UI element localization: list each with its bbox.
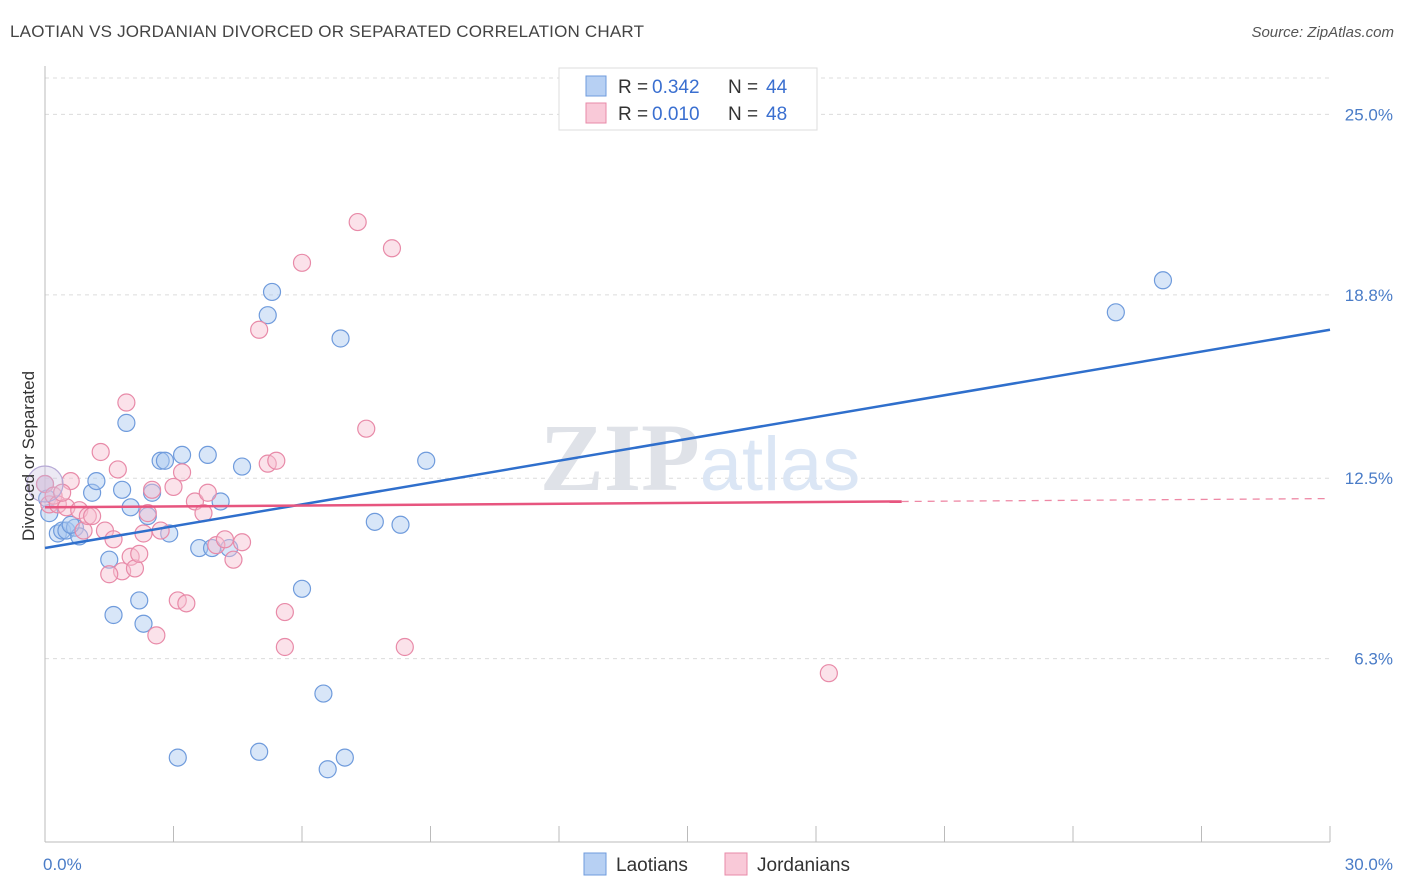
tick-labels: 6.3% 12.5% 18.8% 25.0% 0.0% 30.0% [43, 105, 1393, 874]
stats-swatch-jordanians [585, 102, 607, 124]
point-laotians-33 [314, 684, 333, 703]
point-jordanians-21 [147, 626, 166, 645]
y-axis-title: Divorced or Separated [19, 371, 38, 541]
point-jordanians-10 [91, 442, 110, 462]
point-jordanians-20 [142, 480, 162, 499]
point-laotians-35 [331, 329, 350, 348]
point-laotians-30 [258, 306, 277, 325]
point-laotians-28 [232, 457, 252, 476]
point-laotians-15 [134, 614, 153, 633]
point-jordanians-15 [117, 393, 136, 412]
point-jordanians-28 [198, 483, 217, 502]
point-jordanians-7 [74, 521, 93, 540]
stats-legend: R = 0.342 N = 44 R = 0.010 N = 48 [558, 67, 818, 131]
legend-label-laotians[interactable]: Laotians [616, 855, 688, 876]
point-laotians-9 [100, 550, 119, 569]
point-laotians-12 [117, 413, 136, 432]
stats-r-label-laotians: R = [618, 77, 648, 98]
trend-line-extension-jordanians [901, 497, 1331, 503]
point-jordanians-39 [357, 419, 376, 438]
point-laotians-22 [172, 445, 192, 465]
point-jordanians-40 [382, 239, 402, 258]
point-jordanians-34 [267, 451, 286, 470]
point-jordanians-47 [232, 533, 252, 552]
point-laotians-24 [198, 445, 217, 465]
point-laotians-14 [130, 591, 149, 610]
stats-n-label-jordanians: N = [728, 104, 758, 125]
axes [44, 66, 1331, 843]
point-jordanians-13 [108, 460, 127, 479]
point-jordanians-9 [83, 506, 102, 526]
point-laotians-8 [87, 472, 106, 491]
point-laotians-11 [112, 480, 132, 499]
point-laotians-23 [190, 538, 209, 558]
series-legend: Laotians Jordanians [583, 852, 850, 876]
point-laotians-41 [1153, 271, 1173, 290]
point-laotians-18 [151, 451, 170, 470]
trend-line-laotians [44, 328, 1331, 550]
watermark-zip: ZIP [540, 404, 700, 511]
y-tick-label-0: 6.3% [1354, 650, 1393, 669]
grid-lines [45, 77, 1330, 660]
point-jordanians-31 [224, 550, 243, 569]
stats-n-label-laotians: N = [728, 77, 758, 98]
stats-r-label-jordanians: R = [618, 104, 648, 125]
y-tick-label-3: 25.0% [1345, 105, 1393, 124]
point-laotians-32 [292, 579, 312, 598]
point-jordanians-44 [100, 565, 119, 584]
point-jordanians-19 [138, 504, 157, 523]
point-laotians-36 [335, 748, 354, 767]
stats-r-value-laotians: 0.342 [652, 77, 700, 98]
stats-n-value-jordanians: 48 [766, 104, 787, 125]
point-laotians-29 [250, 742, 269, 761]
point-jordanians-24 [172, 463, 192, 482]
point-laotians-10 [104, 605, 123, 625]
point-laotians-31 [262, 282, 282, 302]
trend-lines [44, 328, 1331, 550]
watermark: ZIPatlas [540, 404, 861, 511]
point-jordanians-36 [275, 637, 294, 657]
point-jordanians-41 [395, 637, 414, 657]
chart-title: LAOTIAN VS JORDANIAN DIVORCED OR SEPARAT… [10, 22, 645, 41]
point-laotians-21 [168, 748, 187, 767]
point-laotians-34 [318, 760, 337, 779]
stats-swatch-laotians [585, 75, 607, 97]
point-jordanians-17 [125, 559, 145, 578]
watermark-atlas: atlas [700, 422, 861, 507]
legend-label-jordanians[interactable]: Jordanians [757, 855, 850, 876]
point-jordanians-12 [104, 530, 123, 549]
point-laotians-40 [1106, 303, 1125, 322]
point-jordanians-45 [130, 544, 149, 563]
x-tick-label-1: 30.0% [1345, 855, 1393, 874]
point-jordanians-46 [164, 477, 183, 497]
x-tick-label-0: 0.0% [43, 855, 82, 874]
point-jordanians-38 [348, 212, 367, 232]
point-laotians-7 [83, 483, 102, 502]
point-jordanians-30 [215, 530, 234, 549]
point-jordanians-25 [177, 594, 196, 613]
legend-swatch-jordanians[interactable] [724, 852, 748, 876]
point-jordanians-32 [250, 320, 269, 339]
stats-n-value-laotians: 44 [766, 77, 788, 98]
trend-line-jordanians [44, 500, 902, 509]
y-tick-label-1: 12.5% [1345, 469, 1393, 488]
point-laotians-38 [391, 515, 410, 534]
point-jordanians-37 [292, 253, 312, 272]
point-laotians-19 [155, 451, 175, 470]
stats-r-value-jordanians: 0.010 [652, 104, 700, 125]
y-tick-label-2: 18.8% [1345, 286, 1393, 305]
data-points [26, 212, 1173, 779]
point-jordanians-35 [275, 602, 294, 622]
source-credit: Source: ZipAtlas.com [1251, 24, 1394, 41]
point-cluster-origin [26, 465, 64, 503]
point-jordanians-42 [819, 664, 838, 683]
point-laotians-37 [365, 512, 384, 531]
legend-swatch-laotians[interactable] [583, 852, 607, 876]
point-laotians-39 [417, 451, 436, 470]
